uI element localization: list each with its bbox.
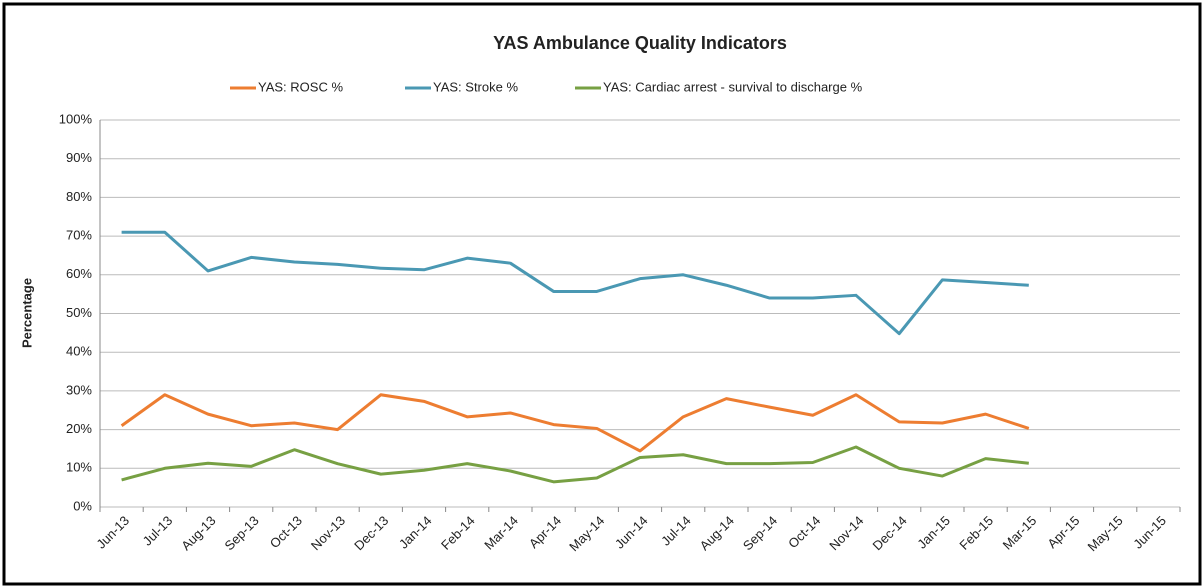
legend-label: YAS: Stroke % <box>433 79 518 94</box>
series-line <box>120 393 1030 453</box>
y-tick-label: 10% <box>66 460 92 475</box>
y-tick-label: 60% <box>66 266 92 281</box>
y-tick-label: 100% <box>59 111 93 126</box>
legend-label: YAS: Cardiac arrest - survival to discha… <box>603 79 863 94</box>
series-line <box>121 230 1029 336</box>
y-tick-label: 50% <box>66 305 92 320</box>
y-tick-label: 80% <box>66 189 92 204</box>
y-tick-label: 70% <box>66 228 92 243</box>
y-tick-label: 20% <box>66 421 92 436</box>
y-tick-label: 90% <box>66 150 92 165</box>
y-axis-label: Percentage <box>19 278 34 348</box>
y-tick-label: 0% <box>73 498 92 513</box>
y-tick-label: 40% <box>66 344 92 359</box>
y-tick-label: 30% <box>66 382 92 397</box>
series-line <box>121 445 1029 484</box>
chart-title: YAS Ambulance Quality Indicators <box>493 33 787 53</box>
legend-label: YAS: ROSC % <box>258 79 343 94</box>
